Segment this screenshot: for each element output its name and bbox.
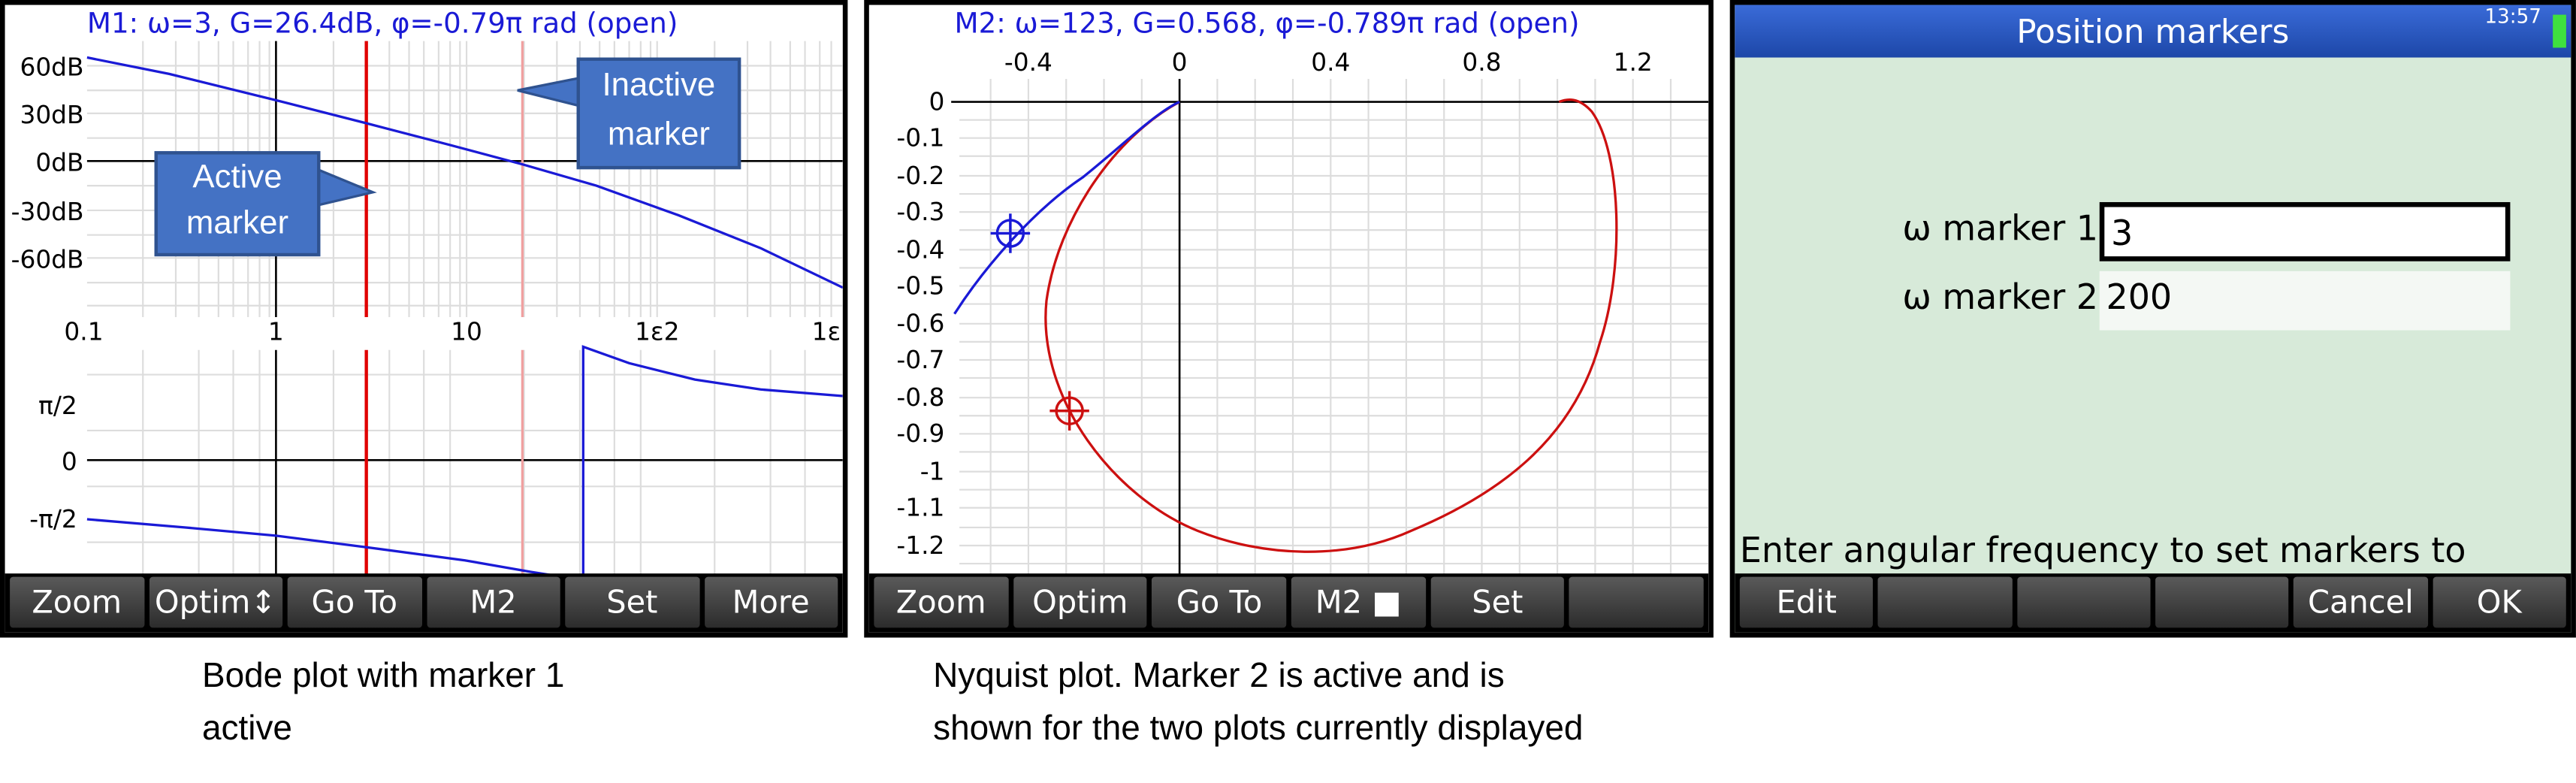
- bode-caption: Bode plot with marker 1 active: [202, 651, 564, 756]
- y-tick: -0.7: [896, 346, 944, 374]
- x-tick: 0.8: [1462, 48, 1501, 77]
- freq-tick: 10: [451, 318, 482, 346]
- freq-tick: 1: [268, 318, 284, 346]
- callout-line: Inactive: [602, 67, 716, 104]
- gain-tick: 60dB: [20, 53, 83, 82]
- edit-button[interactable]: Edit: [1739, 576, 1874, 628]
- empty-softkey[interactable]: [1878, 576, 2013, 628]
- marker2-label: ω marker 2: [1902, 277, 2099, 318]
- set-button[interactable]: Set: [565, 576, 699, 628]
- zoom-button[interactable]: Zoom: [874, 576, 1008, 628]
- set-button[interactable]: Set: [1430, 576, 1565, 628]
- help-text: Enter angular frequency to set markers t…: [1739, 531, 2466, 570]
- inactive-marker-callout: Inactive marker: [576, 57, 741, 170]
- nyquist-screen: -0.4 0 0.4 0.8 1.2 0 -0.1 -0.2 -0.3 -0.4…: [864, 0, 1714, 638]
- form-softkey-menu: Edit Cancel OK: [1735, 573, 2571, 633]
- y-tick: -0.4: [896, 235, 944, 264]
- y-tick: -0.9: [896, 419, 944, 448]
- y-tick: -0.6: [896, 310, 944, 338]
- gain-tick: 0dB: [35, 148, 83, 177]
- inactive-marker-callout-pointer: [517, 75, 584, 109]
- bode-phase-curve-upper: [581, 345, 843, 577]
- active-marker-callout-pointer: [316, 167, 377, 207]
- x-tick: 0: [1172, 48, 1188, 77]
- bode-screen: 60dB 30dB 0dB -30dB -60dB 0.1 1 10 1ε2 1…: [0, 0, 848, 638]
- empty-softkey[interactable]: [2155, 576, 2289, 628]
- y-tick: -1: [920, 458, 945, 486]
- go-to-button[interactable]: Go To: [287, 576, 421, 628]
- optim-button[interactable]: Optim: [1013, 576, 1148, 628]
- ok-button[interactable]: OK: [2432, 576, 2566, 628]
- optim-button[interactable]: Optim↕: [148, 576, 283, 628]
- phase-tick: 0: [62, 447, 77, 476]
- freq-tick: 1ε: [812, 318, 841, 346]
- nyquist-marker-blue[interactable]: [990, 213, 1031, 253]
- bode-phase-tick-labels: π/2 0 -π/2: [29, 392, 77, 534]
- nyquist-status-line: M2: ω=123, G=0.568, φ=-0.789π rad (open): [954, 8, 1580, 41]
- nyquist-marker-red[interactable]: [1049, 391, 1089, 431]
- callout-line: Active: [192, 159, 282, 196]
- nyquist-y-tick-labels: 0 -0.1 -0.2 -0.3 -0.4 -0.5 -0.6 -0.7 -0.…: [896, 88, 944, 560]
- caption-line: active: [201, 709, 292, 748]
- y-tick: -1.1: [896, 494, 944, 522]
- caption-line: Nyquist plot. Marker 2 is active and is: [933, 657, 1505, 696]
- form-title: Position markers: [2016, 11, 2290, 51]
- zoom-button[interactable]: Zoom: [10, 576, 144, 628]
- bode-gain-tick-labels: 60dB 30dB 0dB -30dB -60dB: [11, 53, 84, 274]
- marker1-label: ω marker 1: [1902, 208, 2099, 249]
- bode-status-line: M1: ω=3, G=26.4dB, φ=-0.79π rad (open): [86, 8, 678, 41]
- empty-softkey[interactable]: [1569, 576, 1704, 628]
- go-to-button[interactable]: Go To: [1152, 576, 1287, 628]
- position-markers-screen: Position markers 13:57 ω marker 1 3 ω ma…: [1729, 0, 2576, 638]
- nyquist-grid: [959, 78, 1709, 577]
- y-tick: -0.2: [896, 162, 944, 190]
- gain-tick: -30dB: [11, 198, 84, 226]
- nyquist-softkey-menu: Zoom Optim Go To M2 ■ Set: [868, 573, 1709, 633]
- nyquist-x-tick-labels: -0.4 0 0.4 0.8 1.2: [1004, 48, 1653, 77]
- y-tick: -0.8: [896, 383, 944, 412]
- nyquist-caption: Nyquist plot. Marker 2 is active and is …: [933, 651, 1583, 756]
- y-tick: -0.3: [896, 198, 944, 226]
- nyquist-plot[interactable]: -0.4 0 0.4 0.8 1.2 0 -0.1 -0.2 -0.3 -0.4…: [869, 5, 1709, 577]
- m2-button[interactable]: M2 ■: [1291, 576, 1426, 628]
- bode-gain-curve: [86, 56, 843, 289]
- bode-softkey-menu: Zoom Optim↕ Go To M2 Set More: [5, 573, 843, 633]
- y-tick: -0.5: [896, 271, 944, 300]
- x-tick: -0.4: [1004, 48, 1052, 77]
- more-button[interactable]: More: [704, 576, 838, 628]
- y-tick: -0.1: [896, 124, 944, 153]
- clock: 13:57: [2484, 5, 2541, 29]
- m2-button[interactable]: M2: [426, 576, 560, 628]
- x-tick: 1.2: [1614, 48, 1653, 77]
- bode-freq-tick-labels: 0.1 1 10 1ε2 1ε: [64, 318, 841, 346]
- gain-tick: -60dB: [11, 245, 84, 274]
- empty-softkey[interactable]: [2016, 576, 2151, 628]
- marker2-field[interactable]: 200: [2099, 271, 2511, 331]
- bode-phase-curve-lower: [86, 518, 570, 577]
- callout-line: marker: [607, 116, 710, 153]
- freq-tick: 1ε2: [635, 318, 679, 346]
- caption-line: shown for the two plots currently displa…: [933, 709, 1584, 748]
- battery-icon: [2553, 14, 2566, 48]
- x-tick: 0.4: [1311, 48, 1350, 77]
- marker1-field[interactable]: 3: [2099, 201, 2511, 262]
- nyquist-blue-curve: [953, 101, 1180, 315]
- form-title-bar: Position markers 13:57: [1735, 5, 2571, 58]
- nyquist-red-curve: [1044, 98, 1618, 553]
- cancel-button[interactable]: Cancel: [2294, 576, 2428, 628]
- phase-tick: π/2: [38, 392, 77, 420]
- active-marker-callout: Active marker: [154, 151, 321, 257]
- y-tick: 0: [929, 88, 945, 116]
- caption-line: Bode plot with marker 1: [201, 657, 565, 696]
- callout-line: marker: [186, 205, 289, 242]
- bode-phase-grid: [86, 349, 843, 577]
- freq-tick: 0.1: [64, 318, 103, 346]
- phase-tick: -π/2: [29, 505, 77, 534]
- gain-tick: 30dB: [20, 101, 83, 129]
- y-tick: -1.2: [896, 531, 944, 560]
